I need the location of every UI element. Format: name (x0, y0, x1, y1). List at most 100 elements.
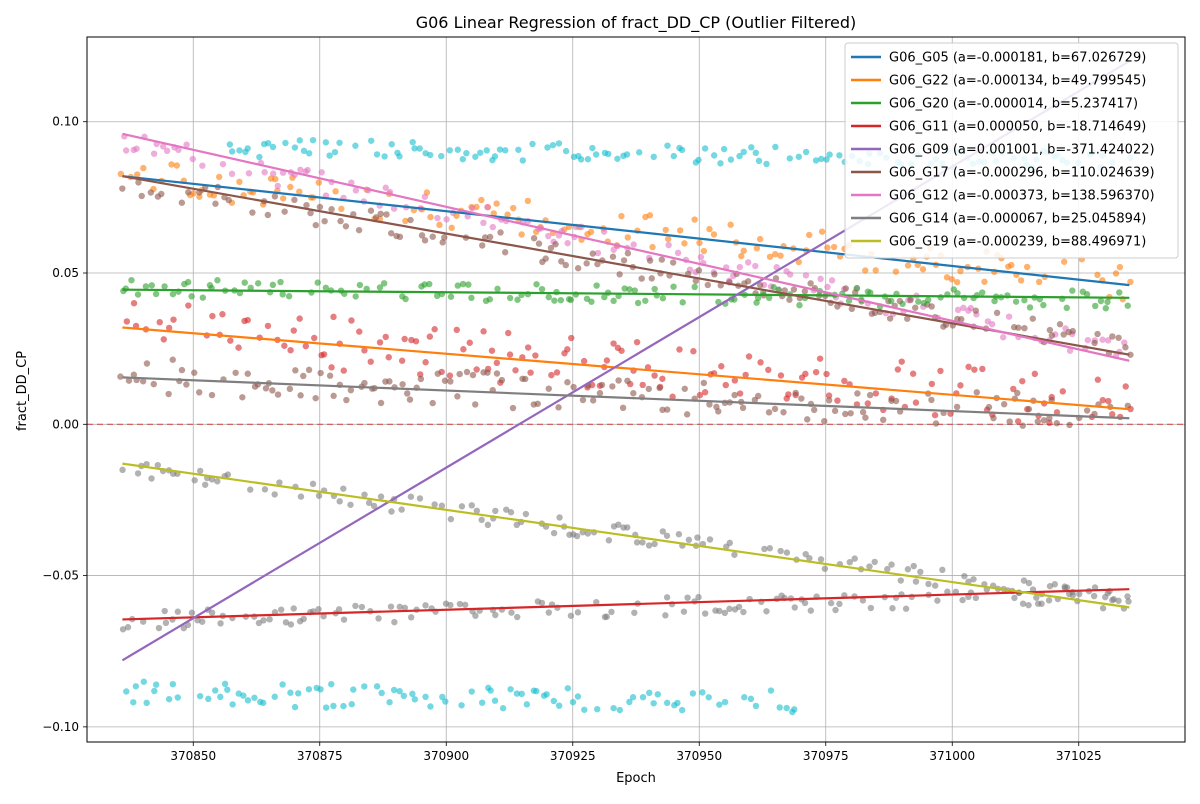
legend-entry: G06_G20 (a=-0.000014, b=5.237417) (889, 97, 1138, 112)
legend-entry: G06_G09 (a=0.001001, b=-371.424022) (889, 143, 1155, 158)
scatter-point (1040, 417, 1048, 424)
scatter-point (296, 315, 303, 322)
scatter-point (409, 690, 416, 698)
scatter-point (302, 342, 310, 350)
scatter-point (681, 240, 688, 247)
scatter-point (727, 221, 734, 228)
scatter-point (614, 155, 621, 162)
scatter-point (766, 253, 774, 260)
scatter-point (1091, 584, 1099, 591)
scatter-point (128, 276, 135, 284)
scatter-point (756, 281, 764, 289)
scatter-point (1097, 297, 1105, 305)
scatter-point (332, 188, 339, 195)
scatter-point (845, 297, 853, 304)
scatter-point (1122, 383, 1129, 390)
scatter-point (169, 680, 177, 688)
scatter-point (184, 278, 192, 286)
scatter-point (456, 370, 463, 378)
scatter-point (1038, 600, 1045, 607)
scatter-point (646, 257, 654, 264)
scatter-point (300, 615, 307, 623)
scatter-point (169, 290, 177, 298)
scatter-point (142, 283, 150, 290)
scatter-point (630, 390, 637, 397)
scatter-point (315, 179, 323, 186)
scatter-point (208, 391, 216, 399)
scatter-point (772, 250, 779, 258)
scatter-point (802, 148, 810, 156)
scatter-point (465, 281, 472, 288)
scatter-point (316, 203, 324, 211)
scatter-point (290, 327, 297, 334)
fit-line (122, 462, 1130, 609)
scatter-point (848, 305, 856, 313)
scatter-point (802, 550, 809, 558)
scatter-point (377, 493, 385, 500)
scatter-point (785, 391, 792, 398)
scatter-point (621, 285, 628, 292)
scatter-point (429, 233, 436, 240)
scatter-point (1019, 422, 1026, 429)
scatter-point (624, 524, 631, 531)
scatter-point (716, 607, 723, 615)
scatter-point (328, 680, 335, 688)
x-tick-label: 370850 (170, 749, 216, 763)
scatter-point (201, 481, 209, 488)
scatter-point (199, 294, 207, 301)
scatter-point (569, 698, 577, 706)
scatter-point (605, 150, 612, 158)
scatter-point (670, 283, 677, 290)
scatter-point (825, 392, 833, 399)
scatter-point (165, 324, 173, 332)
scatter-point (960, 304, 967, 312)
scatter-point (456, 600, 464, 608)
scatter-point (735, 603, 743, 611)
scatter-point (772, 143, 779, 151)
scatter-point (224, 471, 232, 478)
scatter-point (431, 501, 438, 508)
scatter-point (589, 144, 596, 152)
scatter-point (753, 245, 761, 252)
scatter-point (1021, 297, 1028, 304)
scatter-point (780, 409, 787, 416)
scatter-point (757, 359, 764, 366)
scatter-point (1099, 396, 1106, 404)
scatter-point (674, 249, 682, 257)
scatter-point (1099, 605, 1107, 612)
scatter-point (811, 406, 818, 414)
scatter-point (676, 227, 684, 234)
scatter-point (630, 241, 637, 248)
scatter-point (326, 152, 333, 159)
scatter-point (219, 311, 226, 318)
scatter-point (297, 392, 304, 399)
scatter-point (738, 252, 745, 260)
scatter-point (326, 372, 334, 379)
scatter-point (842, 285, 849, 292)
scatter-point (898, 358, 905, 365)
scatter-point (886, 315, 894, 322)
scatter-point (600, 228, 608, 235)
scatter-point (442, 698, 449, 705)
scatter-point (670, 152, 677, 160)
scatter-point (417, 375, 425, 383)
scatter-point (695, 156, 702, 164)
scatter-point (123, 688, 130, 695)
scatter-point (300, 147, 308, 155)
scatter-point (438, 152, 445, 160)
scatter-point (817, 556, 825, 563)
scatter-point (899, 300, 906, 308)
scatter-point (765, 366, 772, 374)
scatter-point (509, 204, 517, 212)
scatter-point (303, 201, 310, 209)
scatter-point (427, 213, 434, 221)
scatter-point (468, 502, 475, 509)
scatter-point (161, 283, 168, 290)
scatter-point (484, 203, 491, 211)
scatter-point (426, 151, 434, 159)
scatter-point (970, 576, 977, 583)
scatter-point (472, 612, 479, 619)
scatter-point (807, 607, 815, 614)
scatter-point (486, 233, 494, 241)
